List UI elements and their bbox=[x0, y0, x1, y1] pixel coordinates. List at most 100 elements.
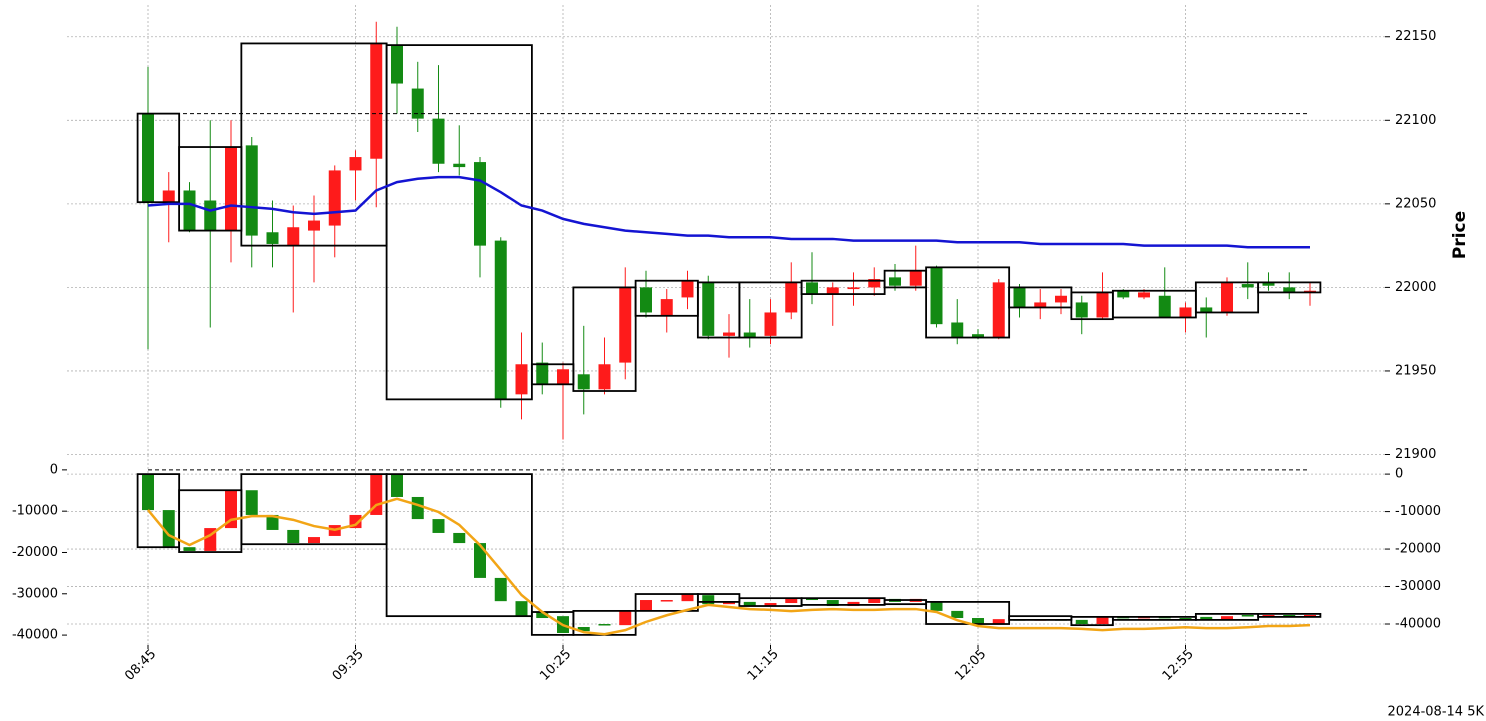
x-tick-label: 09:35 bbox=[330, 647, 367, 684]
candle-body bbox=[660, 600, 673, 602]
candle-body bbox=[308, 537, 320, 544]
candle-body bbox=[328, 170, 341, 226]
range-box bbox=[1070, 615, 1114, 627]
candle-body bbox=[287, 227, 300, 246]
candle-body bbox=[951, 322, 964, 338]
candle-body bbox=[515, 601, 528, 617]
candle-body bbox=[1241, 284, 1254, 288]
candle-body bbox=[308, 220, 320, 231]
candle-body bbox=[640, 287, 652, 313]
candle-body bbox=[785, 282, 798, 313]
candle-body bbox=[536, 362, 549, 385]
y-tick-label: -20000 bbox=[12, 545, 58, 560]
y-tick-label: -30000 bbox=[1395, 579, 1441, 594]
candle-body bbox=[1221, 282, 1233, 313]
candle-body bbox=[183, 190, 196, 231]
candle-body bbox=[1283, 615, 1296, 617]
candle-body bbox=[785, 598, 798, 604]
indicator-line bbox=[147, 175, 1310, 249]
candle-body bbox=[1013, 287, 1026, 308]
candle-body bbox=[515, 364, 528, 395]
candle-body bbox=[225, 147, 237, 231]
candle-body bbox=[992, 282, 1005, 338]
candle-body bbox=[391, 474, 403, 497]
y-tick-label: -10000 bbox=[12, 504, 58, 519]
candle-body bbox=[909, 270, 922, 286]
x-tick-label: 08:45 bbox=[122, 647, 159, 684]
candle-body bbox=[557, 369, 569, 385]
x-tick-label: 12:05 bbox=[952, 647, 989, 684]
candle-body bbox=[681, 280, 694, 298]
candle-body bbox=[951, 610, 964, 619]
candle-body bbox=[266, 514, 279, 530]
candle-body bbox=[536, 612, 549, 619]
x-tick-label: 12:55 bbox=[1160, 647, 1197, 684]
candle-body bbox=[972, 618, 984, 625]
candle-body bbox=[826, 600, 839, 607]
y-axis-label: Price bbox=[1450, 211, 1470, 259]
candle-body bbox=[1221, 616, 1233, 620]
y-tick-label: 22150 bbox=[1395, 29, 1436, 44]
candle-body bbox=[577, 374, 590, 390]
candle-body bbox=[391, 45, 403, 84]
candle-body bbox=[1055, 295, 1067, 303]
y-tick-label: -30000 bbox=[12, 586, 58, 601]
x-tick-label: 11:15 bbox=[745, 647, 782, 684]
candle-body bbox=[494, 577, 507, 602]
candle-body bbox=[764, 312, 777, 336]
candle-body bbox=[453, 163, 466, 168]
candle-body bbox=[370, 43, 383, 159]
candle-body bbox=[598, 624, 611, 626]
candle-body bbox=[681, 594, 694, 602]
y-tick-label: 22000 bbox=[1395, 280, 1436, 295]
footer-annotation: 2024-08-14 5K bbox=[1388, 705, 1485, 720]
candle-body bbox=[1283, 287, 1296, 293]
y-tick-label: 21900 bbox=[1395, 447, 1436, 462]
candle-body bbox=[1241, 615, 1254, 617]
candle-body bbox=[1262, 615, 1275, 617]
candle-body bbox=[142, 113, 154, 203]
candle-body bbox=[723, 332, 735, 336]
range-box bbox=[1008, 615, 1073, 621]
candle-body bbox=[162, 190, 175, 203]
candle-body bbox=[889, 277, 901, 286]
candle-body bbox=[266, 232, 279, 244]
candle-body bbox=[826, 287, 839, 295]
candle-body bbox=[1179, 618, 1192, 620]
candle-body bbox=[619, 610, 632, 626]
candle-body bbox=[432, 519, 445, 533]
candle-body bbox=[411, 496, 424, 520]
candle-body bbox=[1075, 619, 1088, 625]
candle-body bbox=[1158, 295, 1171, 318]
candle-body bbox=[1138, 292, 1150, 298]
y-tick-label: -40000 bbox=[12, 628, 58, 643]
y-tick-label: 0 bbox=[50, 462, 58, 477]
candle-body bbox=[1117, 290, 1130, 298]
candle-body bbox=[806, 282, 818, 295]
candle-body bbox=[432, 118, 445, 164]
candle-body bbox=[598, 364, 611, 390]
candle-body bbox=[1179, 307, 1192, 318]
indicator-line bbox=[147, 497, 1311, 636]
candle-body bbox=[868, 598, 881, 604]
candle-body bbox=[992, 619, 1005, 625]
candle-body bbox=[847, 601, 860, 607]
candle-body bbox=[806, 598, 818, 601]
y-tick-label: -40000 bbox=[1395, 617, 1441, 632]
candle-body bbox=[474, 162, 486, 246]
range-box bbox=[385, 44, 533, 401]
y-tick-label: -20000 bbox=[1395, 542, 1441, 557]
range-box bbox=[240, 473, 388, 546]
range-box bbox=[1194, 281, 1260, 314]
candle-body bbox=[868, 279, 881, 288]
x-tick-label: 10:25 bbox=[537, 647, 574, 684]
candle-body bbox=[245, 145, 258, 236]
candle-body bbox=[743, 601, 756, 607]
range-box bbox=[883, 599, 928, 606]
range-box bbox=[738, 281, 803, 339]
candle-body bbox=[660, 299, 673, 316]
candle-body bbox=[204, 200, 217, 231]
candle-body bbox=[972, 334, 984, 338]
